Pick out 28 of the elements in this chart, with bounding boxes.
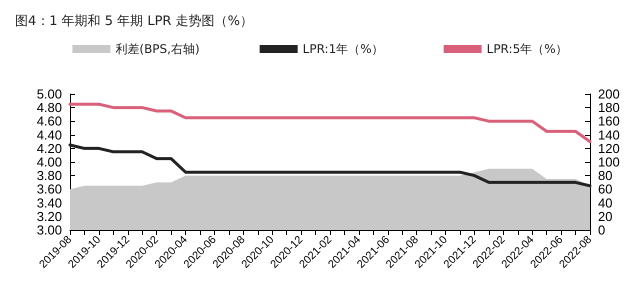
y-tick-label: 4.60 [36,114,62,129]
y2-tick-label: 0 [598,222,606,238]
y-tick-label: 3.20 [36,208,62,224]
y-tick-label: 5.00 [36,86,62,102]
y-tick-label: 4.40 [36,127,62,142]
y2-tick-label: 80 [598,168,612,184]
y2-tick-label: 180 [598,100,620,116]
y2-tick-label: 40 [598,195,612,210]
y2-tick-label: 160 [598,114,620,129]
legend-label: 利差(BPS,右轴) [115,42,200,56]
y2-tick-label: 140 [598,127,620,142]
y-tick-label: 3.80 [36,168,62,184]
y2-tick-label: 120 [598,140,620,156]
y-tick-label: 4.00 [36,154,62,170]
y2-tick-label: 100 [598,154,620,170]
y-tick-label: 3.40 [36,195,62,210]
y2-tick-label: 60 [598,182,612,197]
line-series [68,144,592,188]
y2-tick-label: 200 [598,86,620,102]
y-tick-label: 4.80 [36,100,62,116]
line-series [68,102,592,144]
chart-title: 图4：1 年期和 5 年期 LPR 走势图（%） [15,14,253,29]
y-tick-label: 3.60 [36,182,62,197]
legend-label: LPR:5年（%） [486,42,568,56]
legend-label: LPR:1年（%） [302,42,384,56]
y2-tick-label: 20 [598,208,612,224]
y-tick-label: 3.00 [36,222,62,238]
y-tick-label: 4.20 [36,140,62,156]
